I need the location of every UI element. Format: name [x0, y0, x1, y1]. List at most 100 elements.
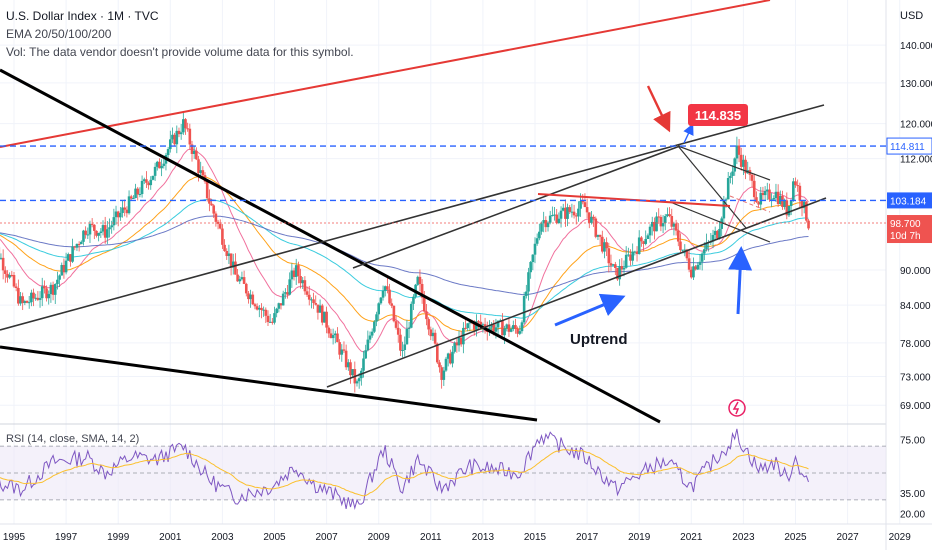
candle-body: [412, 297, 415, 304]
candle: [13, 272, 16, 288]
time-tick-label: 2013: [472, 532, 495, 543]
symbol-title[interactable]: U.S. Dollar Index · 1M · TVC: [6, 9, 158, 23]
price-tick-label: 84.000: [900, 301, 931, 312]
level-mid-tag[interactable]: 103.184: [887, 192, 932, 208]
candle-body: [325, 312, 328, 328]
peak-arrow[interactable]: [648, 86, 668, 128]
candle: [638, 230, 641, 254]
candle-body: [427, 319, 430, 329]
candle-body: [514, 325, 517, 329]
candle-body: [679, 242, 682, 251]
candle-body: [529, 262, 532, 272]
channel-upper-line[interactable]: [0, 105, 824, 330]
candle-body: [568, 207, 571, 212]
black-downtrend-line[interactable]: [0, 70, 660, 422]
candle-body: [399, 335, 402, 351]
channel-mid-line[interactable]: [353, 146, 680, 268]
candle: [664, 214, 667, 230]
candle-body: [267, 316, 270, 322]
candle-body: [80, 242, 83, 244]
time-tick-label: 2001: [159, 532, 182, 543]
candle-body: [410, 304, 413, 328]
candle: [219, 219, 222, 229]
time-tick-label: 2029: [889, 532, 912, 543]
candle-body: [697, 265, 700, 270]
candle: [54, 283, 57, 304]
candle-body: [15, 287, 18, 288]
candle-body: [521, 322, 524, 331]
candle-body: [210, 204, 213, 206]
candle-body: [523, 296, 526, 322]
candle: [123, 199, 126, 216]
channel-lower-line[interactable]: [327, 198, 826, 387]
uptrend-label: Uptrend: [570, 331, 628, 348]
level-high-tag[interactable]: 114.811: [887, 138, 932, 154]
candle-body: [154, 167, 157, 176]
level-mid-tag-text: 103.184: [890, 196, 927, 207]
candle: [655, 212, 658, 231]
candle-body: [403, 344, 406, 350]
candle-body: [655, 216, 658, 231]
candle-body: [677, 231, 680, 242]
candle-body: [558, 219, 561, 223]
candle-body: [32, 293, 35, 299]
candle-body: [640, 237, 643, 241]
candle: [618, 259, 621, 286]
rsi-legend[interactable]: RSI (14, close, SMA, 14, 2): [6, 433, 139, 445]
candle-body: [362, 358, 365, 370]
rsi-tick-label: 75.00: [900, 435, 925, 446]
candle-body: [219, 224, 222, 229]
candle-body: [189, 129, 192, 145]
candle-body: [65, 261, 68, 273]
candle-body: [495, 327, 498, 331]
ema-legend[interactable]: EMA 20/50/100/200: [6, 27, 111, 41]
candle-body: [584, 202, 587, 207]
candle-body: [647, 235, 650, 239]
candle: [768, 184, 771, 202]
currency-label[interactable]: USD: [900, 10, 923, 22]
time-tick-label: 2027: [836, 532, 859, 543]
time-tick-label: 2017: [576, 532, 599, 543]
candle: [373, 320, 376, 333]
candle-body: [727, 178, 730, 199]
price-tick-label: 112.000: [900, 155, 932, 166]
candle: [701, 252, 704, 271]
candle-body: [106, 229, 109, 237]
candle: [165, 153, 168, 171]
candle: [234, 253, 237, 275]
candle-body: [644, 239, 647, 244]
candle-body: [594, 219, 597, 237]
time-tick-label: 2015: [524, 532, 547, 543]
candle-body: [794, 181, 797, 185]
candle-body: [586, 207, 589, 212]
candle-body: [195, 151, 198, 159]
alert-bolt-icon: [734, 402, 738, 414]
candle-body: [282, 294, 285, 306]
candle-body: [434, 333, 437, 344]
candle-body: [519, 331, 522, 334]
time-tick-label: 2005: [263, 532, 286, 543]
candle-body: [772, 198, 775, 199]
candle-body: [764, 191, 767, 195]
candle: [41, 278, 44, 306]
candle-body: [382, 291, 385, 298]
candle-body: [113, 217, 116, 225]
candle-body: [729, 176, 732, 178]
candle-body: [308, 295, 311, 300]
candle-body: [356, 381, 359, 383]
candle: [32, 289, 35, 306]
candle-body: [386, 286, 389, 289]
dashed-projection-line[interactable]: [730, 196, 770, 212]
candle-body: [503, 328, 506, 335]
time-tick-label: 1995: [3, 532, 26, 543]
candle-body: [788, 206, 791, 215]
time-tick-label: 1997: [55, 532, 78, 543]
candle-body: [451, 352, 454, 364]
candle-body: [445, 359, 448, 371]
candle-body: [234, 262, 237, 275]
black-lower-line[interactable]: [0, 347, 537, 420]
